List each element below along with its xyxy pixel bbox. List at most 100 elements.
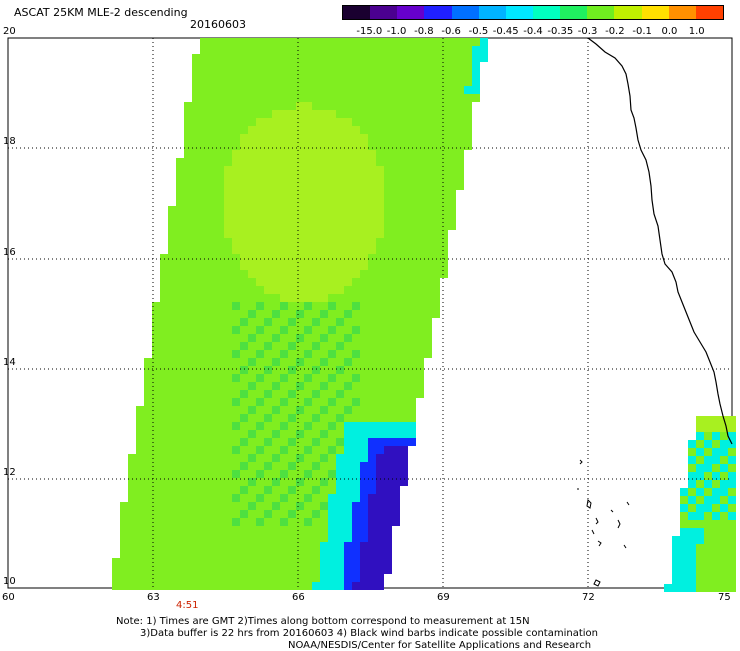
swath-cell [448,214,456,222]
swath-cell [288,190,296,198]
swath-cell [184,374,192,382]
swath-cell [288,478,296,486]
swath-cell [192,222,200,230]
swath-cell [224,110,232,118]
swath-cell [296,286,304,294]
swath-cell [208,534,216,542]
swath-cell [216,510,224,518]
swath-cell [728,576,736,584]
swath-cell [416,342,424,350]
swath-cell [344,166,352,174]
swath-cell [336,278,344,286]
swath-cell [192,430,200,438]
swath-cell [144,526,152,534]
swath-cell [136,518,144,526]
swath-cell [384,70,392,78]
swath-cell [344,550,352,558]
swath-cell [232,542,240,550]
swath-cell [184,142,192,150]
swath-cell [368,222,376,230]
swath-cell [272,534,280,542]
swath-cell [392,198,400,206]
swath-cell [304,534,312,542]
swath-cell [288,118,296,126]
swath-cell [256,406,264,414]
swath-cell [216,134,224,142]
swath-cell [368,398,376,406]
swath-cell [320,494,328,502]
swath-cell [176,342,184,350]
swath-cell [184,358,192,366]
swath-cell [272,350,280,358]
swath-cell [680,488,688,496]
swath-cell [368,334,376,342]
swath-cell [376,462,384,470]
swath-cell [200,262,208,270]
swath-cell [208,526,216,534]
swath-cell [264,230,272,238]
swath-cell [200,438,208,446]
swath-cell [192,494,200,502]
swath-cell [168,526,176,534]
swath-cell [160,294,168,302]
swath-cell [328,446,336,454]
swath-cell [256,310,264,318]
swath-cell [456,166,464,174]
swath-cell [376,334,384,342]
swath-cell [328,254,336,262]
swath-cell [376,270,384,278]
swath-cell [688,512,696,520]
swath-cell [408,142,416,150]
swath-cell [456,126,464,134]
swath-cell [232,366,240,374]
swath-cell [408,438,416,446]
swath-cell [304,102,312,110]
swath-cell [728,464,736,472]
swath-cell [400,390,408,398]
swath-cell [264,222,272,230]
swath-cell [344,286,352,294]
swath-cell [312,542,320,550]
swath-cell [256,302,264,310]
swath-cell [344,494,352,502]
swath-cell [200,350,208,358]
swath-cell [280,558,288,566]
swath-cell [320,382,328,390]
swath-cell [360,566,368,574]
swath-cell [240,190,248,198]
swath-cell [352,150,360,158]
swath-cell [720,520,728,528]
swath-cell [288,446,296,454]
swath-cell [336,182,344,190]
swath-cell [328,158,336,166]
swath-cell [336,198,344,206]
swath-cell [160,446,168,454]
swath-cell [424,102,432,110]
swath-cell [424,294,432,302]
swath-cell [200,414,208,422]
swath-cell [344,38,352,46]
swath-cell [296,366,304,374]
swath-cell [336,374,344,382]
swath-cell [336,470,344,478]
swath-cell [336,302,344,310]
swath-cell [168,310,176,318]
swath-cell [264,270,272,278]
swath-cell [328,502,336,510]
swath-cell [424,110,432,118]
swath-cell [320,374,328,382]
swath-cell [208,46,216,54]
swath-cell [248,486,256,494]
swath-cell [224,150,232,158]
swath-cell [296,302,304,310]
swath-cell [272,246,280,254]
swath-cell [200,70,208,78]
swath-cell [352,334,360,342]
swath-cell [192,566,200,574]
swath-cell [720,440,728,448]
swath-cell [184,558,192,566]
swath-cell [728,568,736,576]
swath-cell [192,62,200,70]
swath-cell [248,278,256,286]
x-tick-label: 63 [147,592,160,603]
